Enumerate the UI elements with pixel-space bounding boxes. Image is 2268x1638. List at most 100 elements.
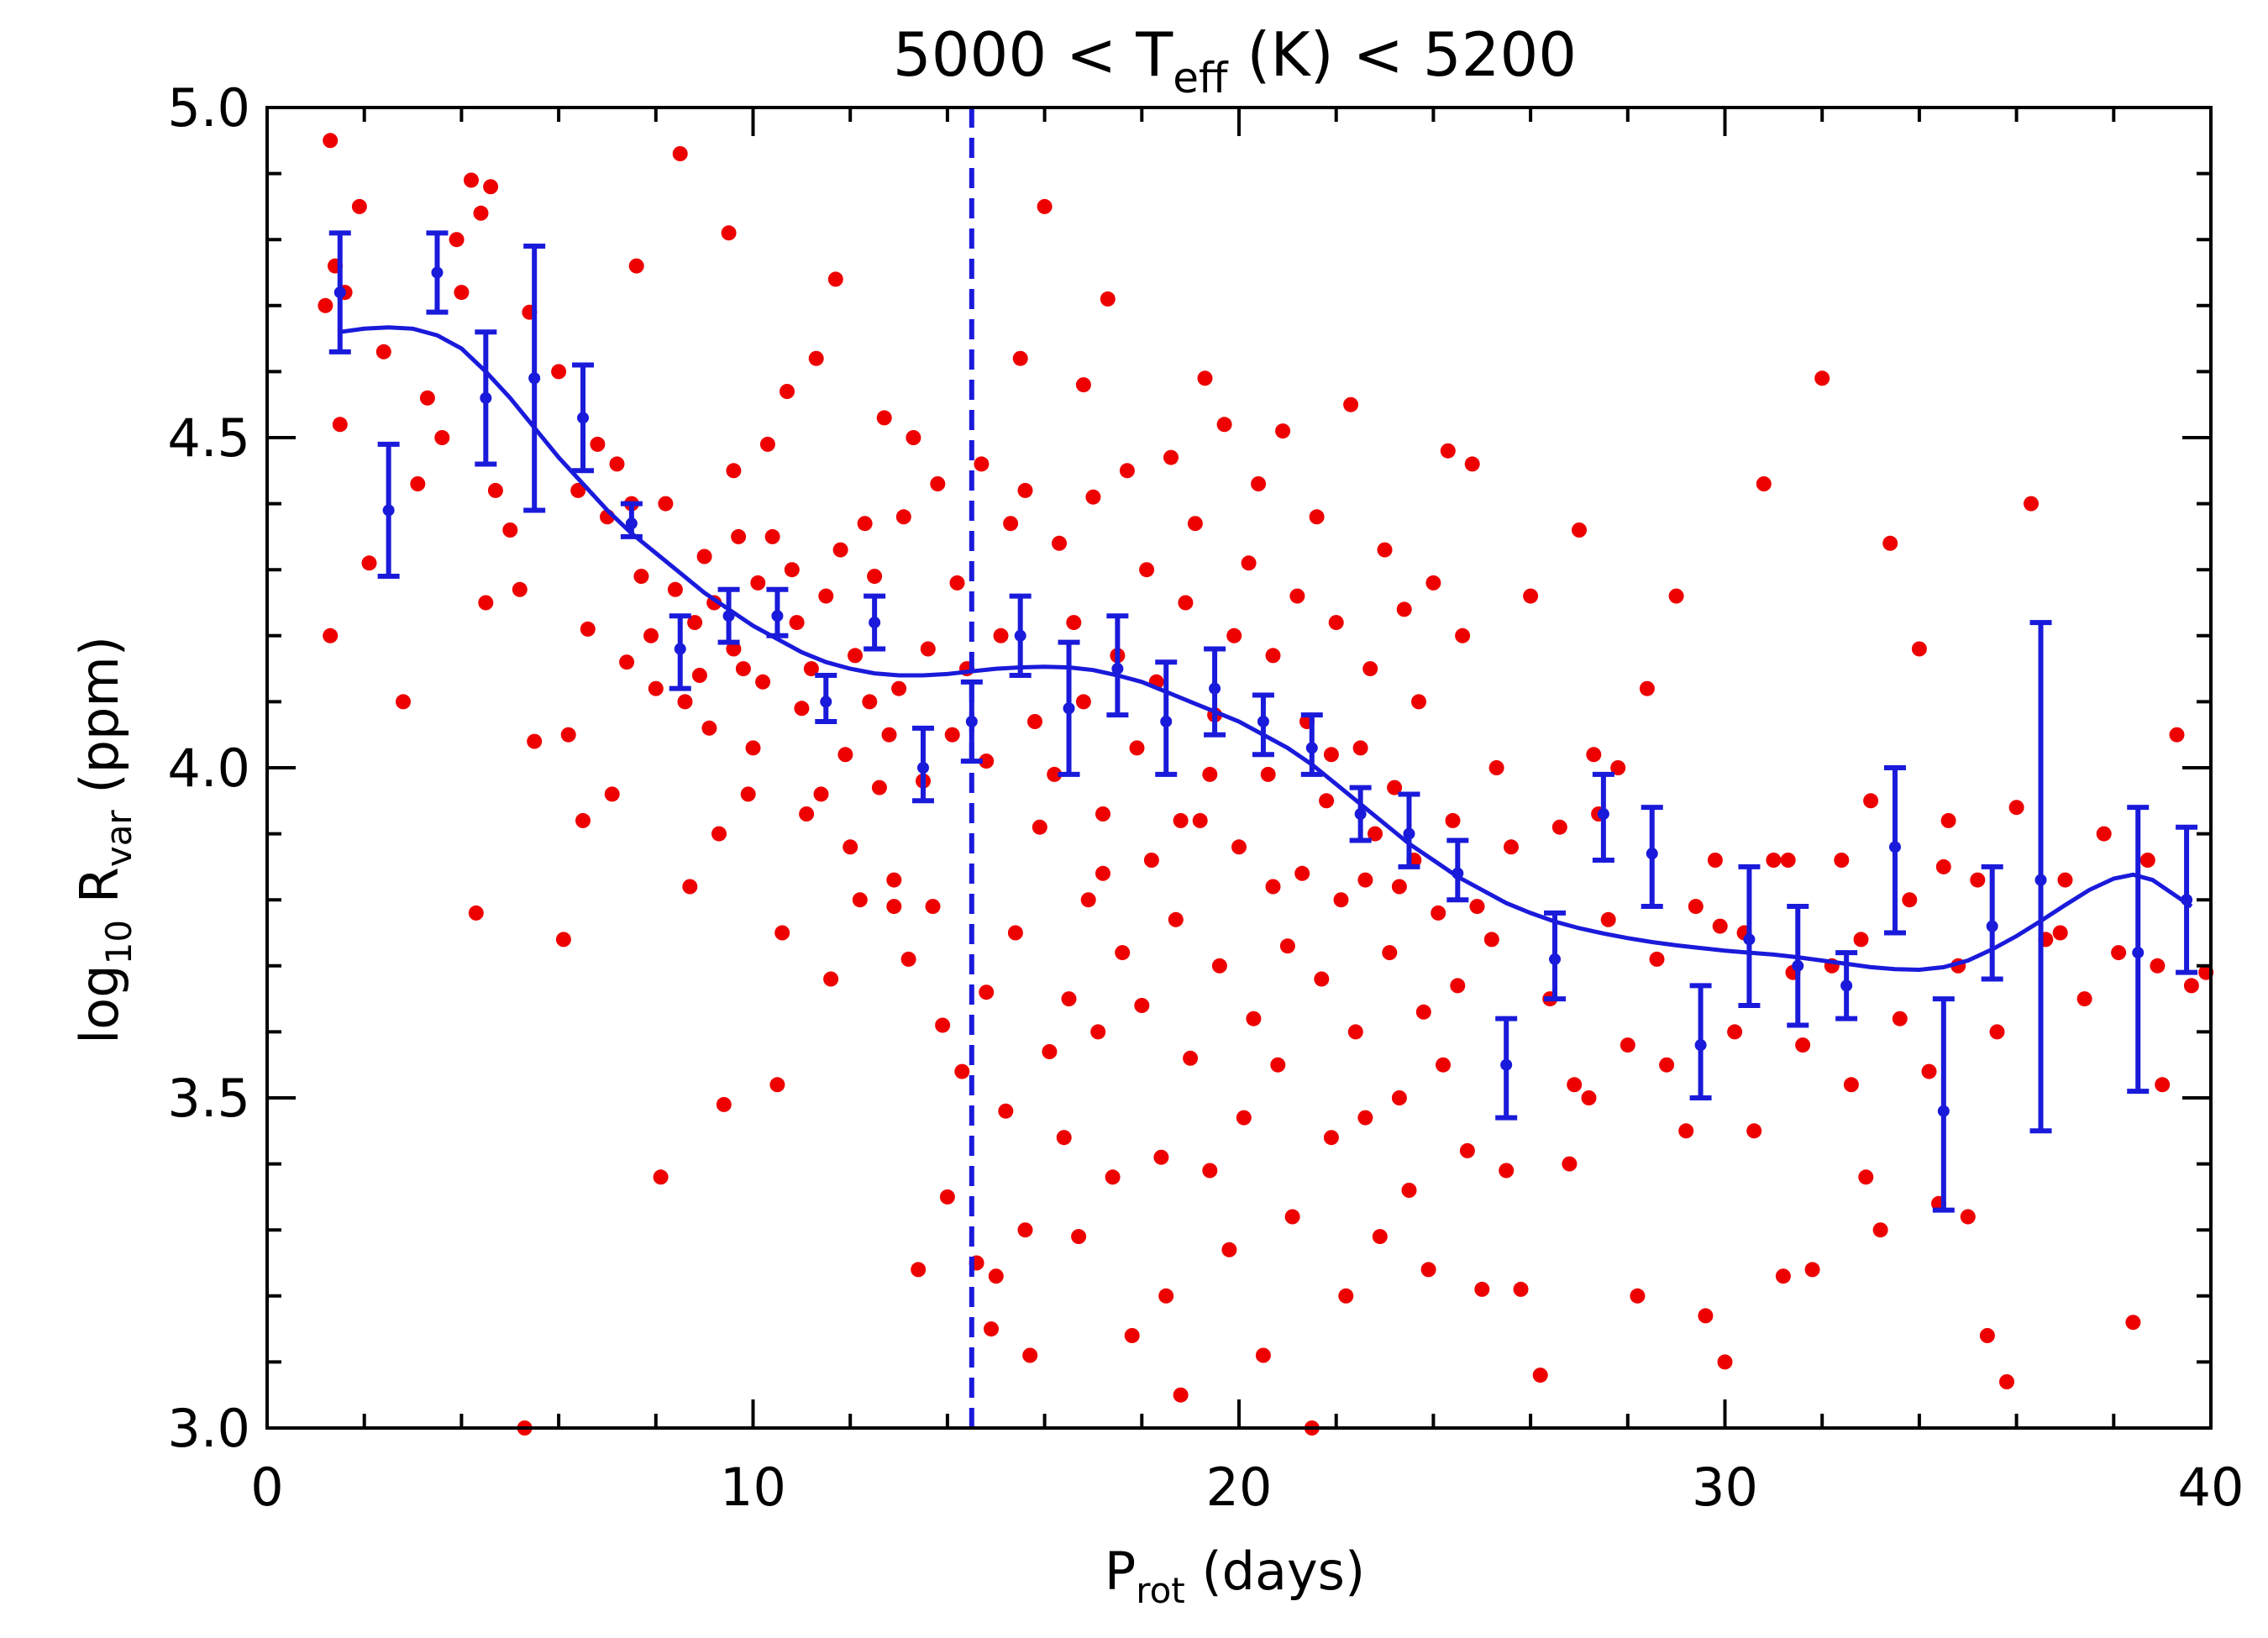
- scatter-point: [1158, 1288, 1174, 1304]
- scatter-point: [1265, 879, 1281, 895]
- binned-mean-dot: [1160, 715, 1173, 727]
- scatter-point: [1387, 780, 1403, 795]
- scatter-point: [1265, 648, 1281, 664]
- scatter-point: [1027, 714, 1042, 729]
- scatter-point: [1766, 853, 1782, 868]
- binned-point: [475, 329, 497, 467]
- scatter-point: [1455, 627, 1471, 643]
- scatter-point: [1804, 1262, 1820, 1278]
- binned-point: [328, 230, 351, 354]
- scatter-point: [832, 542, 848, 558]
- fit-curve-layer: [339, 325, 2193, 973]
- scatter-point: [862, 694, 878, 710]
- scatter-point: [1678, 1123, 1694, 1139]
- binned-mean-dot: [771, 610, 784, 622]
- binned-mean-dot: [1694, 1039, 1707, 1052]
- scatter-point: [1814, 370, 1830, 386]
- binned-mean-dot: [1111, 663, 1124, 675]
- scatter-point: [1221, 1242, 1237, 1257]
- scatter-point: [361, 555, 377, 571]
- scatter-point: [837, 747, 853, 763]
- scatter-point: [954, 1063, 970, 1079]
- scatter-point: [1940, 812, 1956, 828]
- binned-point: [1835, 950, 1858, 1021]
- scatter-point: [1999, 1374, 2014, 1389]
- scatter-point: [1279, 938, 1295, 954]
- binned-mean-dot: [2132, 947, 2145, 959]
- binned-point: [2127, 805, 2150, 1095]
- scatter-point: [351, 198, 367, 214]
- binned-point: [1398, 791, 1420, 869]
- binned-mean-dot: [1305, 742, 1318, 754]
- scatter-point: [721, 225, 737, 241]
- scatter-point: [1970, 872, 1986, 888]
- binned-mean-dot: [577, 412, 590, 424]
- scatter-point: [1105, 1169, 1121, 1185]
- scatter-point: [560, 727, 576, 743]
- scatter-point: [2096, 826, 2112, 842]
- scatter-point: [784, 562, 800, 578]
- scatter-point: [1294, 865, 1310, 881]
- scatter-point: [1047, 766, 1063, 782]
- x-axis-label: Prot (days): [1105, 1541, 1365, 1611]
- scatter-point: [2111, 945, 2127, 961]
- scatter-point: [998, 1103, 1014, 1119]
- scatter-point: [1853, 932, 1869, 948]
- scatter-point: [1347, 1024, 1363, 1040]
- binned-mean-dot: [674, 643, 686, 655]
- y-tick-label: 4.0: [167, 738, 250, 799]
- scatter-point: [483, 179, 499, 195]
- binned-errorbar-layer: [328, 230, 2198, 1213]
- scatter-point: [454, 285, 470, 301]
- scatter-point: [1183, 1050, 1199, 1066]
- scatter-point: [1173, 812, 1189, 828]
- scatter-point: [1513, 1281, 1529, 1297]
- scatter-point: [643, 627, 659, 643]
- scatter-point: [1328, 615, 1344, 631]
- scatter-point: [2008, 800, 2024, 816]
- scatter-point: [794, 701, 810, 717]
- scatter-point: [1600, 911, 1616, 927]
- x-tick-label: 10: [720, 1457, 786, 1518]
- scatter-point: [1411, 694, 1426, 710]
- scatter-point: [1459, 1142, 1475, 1158]
- scatter-point: [1892, 1011, 1908, 1026]
- binned-point: [2176, 824, 2198, 975]
- scatter-point: [1032, 819, 1047, 835]
- scatter-point: [1504, 839, 1519, 855]
- binned-mean-dot: [1743, 933, 1756, 946]
- scatter-point: [1474, 1281, 1490, 1297]
- scatter-point: [1562, 1156, 1578, 1172]
- scatter-point: [473, 205, 489, 221]
- scatter-point: [1882, 535, 1898, 551]
- scatter-point: [1017, 1222, 1033, 1238]
- scatter-point: [1469, 899, 1485, 915]
- scatter-point: [1377, 542, 1393, 558]
- scatter-point: [1717, 1354, 1733, 1370]
- scatter-point: [1688, 899, 1704, 915]
- scatter-point: [1202, 1163, 1218, 1179]
- binned-mean-dot: [965, 715, 978, 727]
- scatter-point: [1012, 350, 1028, 366]
- axis-ticks: [265, 106, 2213, 1430]
- scatter-point: [886, 872, 902, 888]
- scatter-point: [2183, 978, 2199, 994]
- scatter-layer: [318, 133, 2214, 1436]
- scatter-point: [881, 727, 897, 743]
- binned-point: [1495, 1016, 1518, 1121]
- binned-point: [1932, 996, 1955, 1213]
- scatter-point: [502, 522, 518, 538]
- scatter-point: [1226, 627, 1242, 643]
- binned-mean-dot: [1063, 702, 1075, 715]
- scatter-point: [711, 826, 727, 842]
- scatter-point: [1440, 443, 1456, 459]
- scatter-point: [895, 509, 911, 525]
- plot-frame: [265, 106, 2213, 1430]
- scatter-point: [1586, 747, 1602, 763]
- binned-point: [620, 501, 643, 539]
- binned-point: [1349, 785, 1372, 843]
- scatter-point: [1007, 925, 1023, 941]
- scatter-point: [789, 615, 805, 631]
- scatter-point: [764, 528, 780, 544]
- scatter-point: [1080, 892, 1096, 908]
